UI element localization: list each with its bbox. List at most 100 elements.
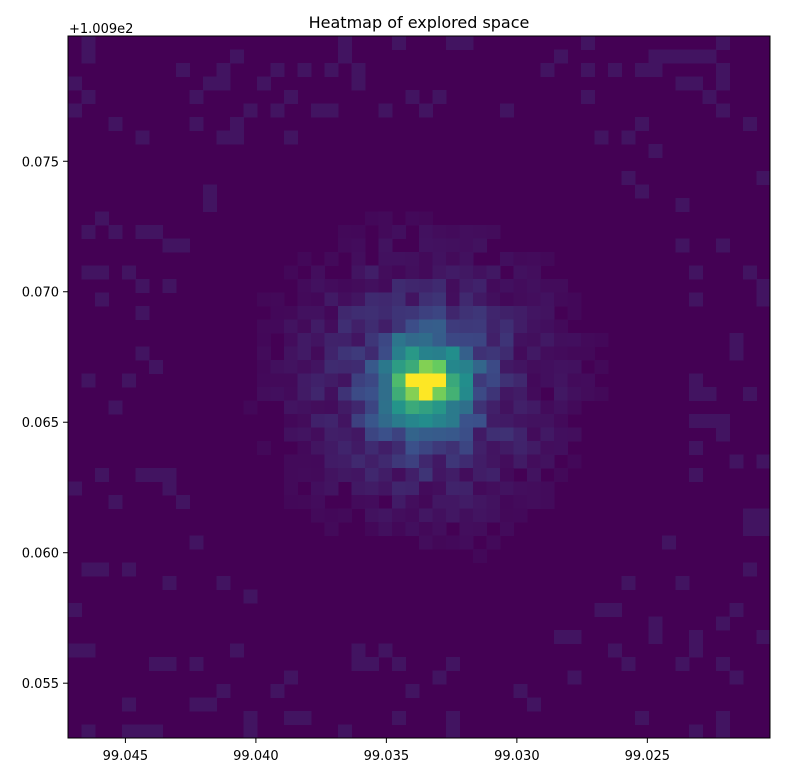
heatmap-cell [270,319,285,334]
heatmap-cell [230,130,244,145]
heatmap-cell [500,414,514,428]
heatmap-cell [540,63,555,77]
heatmap-cell [554,468,568,482]
heatmap-cell [446,400,460,415]
heatmap-cell [743,265,757,280]
heatmap-cell [594,130,609,145]
heatmap-cell [473,549,487,563]
heatmap-cell [689,76,703,91]
heatmap-cell [446,36,460,50]
heatmap-cell [567,427,582,442]
heatmap-cell [311,508,325,523]
heatmap-cell [419,292,433,307]
heatmap-cell [243,724,258,739]
heatmap-cell [635,184,649,199]
heatmap-cell [324,63,339,77]
heatmap-cell [324,441,339,455]
heatmap-cell [311,319,325,334]
heatmap-cell [716,76,730,91]
heatmap-cell [324,333,339,347]
heatmap-cell [473,225,487,239]
heatmap-cell [473,481,487,496]
heatmap-cell [756,630,771,644]
heatmap-cell [392,373,406,388]
heatmap-cell [284,481,298,496]
heatmap-cell [527,319,541,334]
heatmap-cell [689,441,703,455]
heatmap-cell [338,319,352,334]
heatmap-cell [554,319,568,334]
heatmap-cell [338,292,352,307]
heatmap-cell [446,292,460,307]
heatmap-cell [365,427,379,442]
heatmap-cell [446,306,460,320]
heatmap-cell [743,387,757,401]
heatmap-cell [203,76,217,91]
heatmap-cell [378,292,393,307]
heatmap-cell [284,360,298,374]
heatmap-cell [324,468,339,482]
heatmap-cell [500,468,514,482]
heatmap-cell [486,373,501,388]
heatmap-cell [446,360,460,374]
heatmap-cell [324,387,339,401]
heatmap-cell [500,292,514,307]
heatmap-cell [432,319,447,334]
heatmap-cell [189,117,204,131]
heatmap-cell [513,495,528,509]
heatmap-cell [405,684,420,698]
heatmap-cell [392,468,406,482]
heatmap-cell [351,441,366,455]
heatmap-cell [500,373,514,388]
heatmap-cell [378,643,393,658]
heatmap-cell [419,508,433,523]
heatmap-cell [189,90,204,104]
heatmap-cell [702,387,717,401]
heatmap-cell [486,225,501,239]
heatmap-cell [513,306,528,320]
heatmap-cell [513,508,528,523]
heatmap-cell [95,265,109,280]
heatmap-cell [500,306,514,320]
heatmap-cell [378,306,393,320]
heatmap-cell [257,441,271,455]
heatmap-cell [432,252,447,266]
heatmap-cell [513,427,528,442]
heatmap-cell [486,360,501,374]
heatmap-cell [432,454,447,469]
heatmap-cell [554,373,568,388]
heatmap-cell [338,414,352,428]
heatmap-cell [257,292,271,307]
heatmap-cell [378,481,393,496]
heatmap-cell [432,292,447,307]
heatmap-cell [378,103,393,118]
heatmap-cell [432,333,447,347]
heatmap-cell [675,49,690,64]
heatmap-cell [459,279,474,293]
heatmap-cell [149,657,163,671]
heatmap-cell [392,657,406,671]
heatmap-cell [473,400,487,415]
heatmap-cell [95,562,109,577]
heatmap-cell [405,279,420,293]
heatmap-cell [540,292,555,307]
heatmap-cell [338,49,352,64]
heatmap-cell [297,427,312,442]
heatmap-cell [176,495,190,509]
heatmap-cell [702,414,717,428]
heatmap-cell [297,252,312,266]
heatmap-cell [675,76,690,91]
heatmap-cell [689,49,703,64]
heatmap-cell [567,333,582,347]
heatmap-cell [230,117,244,131]
heatmap-cell [459,481,474,496]
heatmap-cell [122,724,136,739]
heatmap-cell [311,306,325,320]
heatmap-cell [149,468,163,482]
heatmap-cell [284,414,298,428]
heatmap-cell [297,63,312,77]
heatmap-cell [365,454,379,469]
heatmap-cell [419,414,433,428]
heatmap-cell [392,414,406,428]
heatmap-cell [459,319,474,334]
